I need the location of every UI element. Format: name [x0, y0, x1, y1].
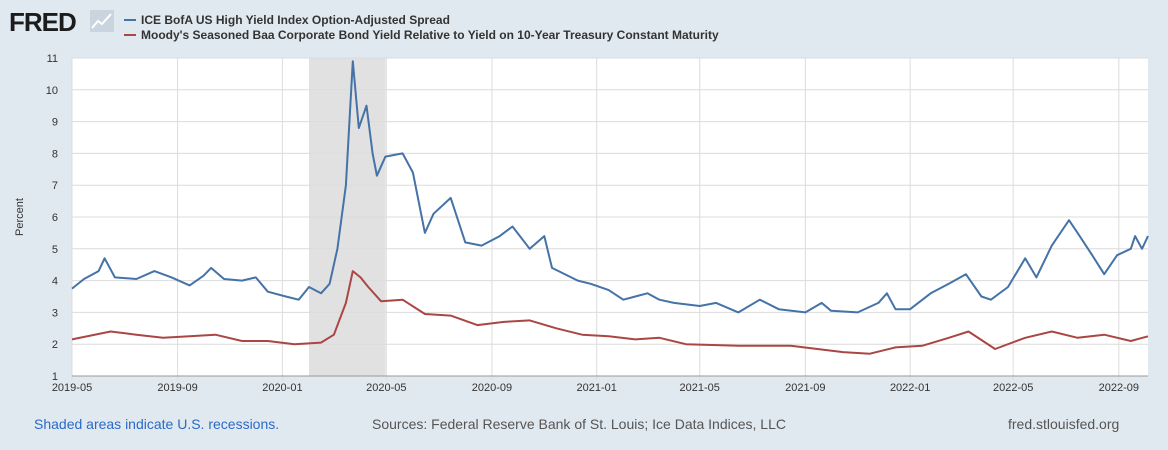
y-tick-label-3: 3 [52, 307, 58, 319]
x-tick-label-2020-01: 2020-01 [262, 382, 302, 394]
x-tick-label-2022-09: 2022-09 [1099, 382, 1139, 394]
y-axis-title: Percent [14, 198, 26, 236]
y-tick-label-9: 9 [52, 117, 58, 129]
site-link[interactable]: fred.stlouisfed.org [1008, 416, 1120, 432]
sources-text: Sources: Federal Reserve Bank of St. Lou… [372, 416, 786, 432]
x-tick-label-2020-09: 2020-09 [472, 382, 512, 394]
x-tick-label-2019-05: 2019-05 [52, 382, 92, 394]
y-tick-label-4: 4 [52, 276, 58, 288]
x-tick-label-2021-05: 2021-05 [680, 382, 720, 394]
legend-label-series2: Moody's Seasoned Baa Corporate Bond Yiel… [141, 27, 719, 42]
legend: ICE BofA US High Yield Index Option-Adju… [124, 12, 719, 42]
legend-item-series2: Moody's Seasoned Baa Corporate Bond Yiel… [124, 27, 719, 42]
y-tick-label-8: 8 [52, 148, 58, 160]
fred-logo[interactable]: FRED [9, 7, 77, 37]
y-tick-label-2: 2 [52, 339, 58, 351]
y-tick-label-11: 11 [47, 53, 58, 65]
y-tick-label-10: 10 [46, 85, 58, 97]
x-tick-label-2022-05: 2022-05 [993, 382, 1033, 394]
recession-note-link[interactable]: Shaded areas indicate U.S. recessions. [34, 416, 280, 432]
x-tick-label-2020-05: 2020-05 [366, 382, 406, 394]
chart-svg: 1 2 3 4 5 6 7 8 9 10 11 2019-05 2019-09 2020-01 2020-… [14, 53, 1149, 394]
y-tick-label-7: 7 [52, 180, 58, 192]
legend-label-series1: ICE BofA US High Yield Index Option-Adju… [141, 12, 450, 27]
legend-swatch-series1 [124, 18, 136, 21]
x-tick-label-2019-09: 2019-09 [157, 382, 197, 394]
y-tick-label-5: 5 [52, 244, 58, 256]
fred-chart-icon [90, 10, 114, 32]
series-line-1 [71, 60, 1149, 314]
legend-swatch-series2 [124, 33, 136, 36]
x-tick-label-2021-01: 2021-01 [577, 382, 617, 394]
legend-item-series1: ICE BofA US High Yield Index Option-Adju… [124, 12, 719, 27]
series-line-2 [71, 270, 1149, 355]
x-tick-label-2021-09: 2021-09 [785, 382, 825, 394]
y-tick-label-6: 6 [52, 212, 58, 224]
x-tick-label-2022-01: 2022-01 [890, 382, 930, 394]
y-tick-label-1: 1 [52, 371, 58, 383]
